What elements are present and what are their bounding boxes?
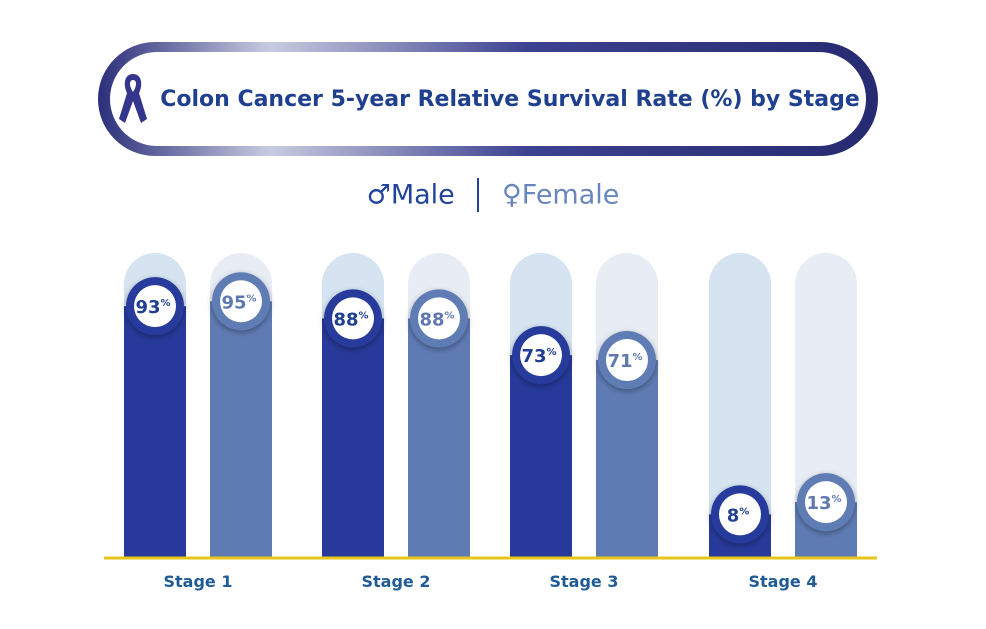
chart-title: Colon Cancer 5-year Relative Survival Ra… — [160, 86, 860, 112]
value-badge — [220, 280, 262, 323]
x-tick-label: Stage 4 — [749, 572, 818, 591]
value-badge — [520, 334, 562, 377]
value-badge — [134, 285, 176, 328]
bar-track — [709, 253, 771, 558]
x-tick-label: Stage 1 — [164, 572, 233, 591]
legend-male: Male — [390, 179, 455, 211]
title-banner: Colon Cancer 5-year Relative Survival Ra… — [98, 42, 878, 156]
value-badge — [805, 481, 847, 524]
value-badge — [606, 339, 648, 382]
bar-male — [124, 306, 186, 558]
value-badge — [418, 297, 460, 340]
legend-female: Female — [521, 179, 620, 211]
bar-female — [210, 301, 272, 558]
value-badge — [332, 297, 374, 340]
legend: ♂Male ♀Female — [0, 178, 986, 212]
x-tick-label: Stage 3 — [550, 572, 619, 591]
bar-male — [322, 318, 384, 558]
legend-divider — [477, 178, 480, 212]
value-badge — [719, 493, 761, 536]
bar-female — [596, 360, 658, 558]
bar-male — [510, 355, 572, 558]
bar-female — [408, 318, 470, 558]
x-tick-label: Stage 2 — [362, 572, 431, 591]
female-symbol-icon: ♀ — [501, 179, 522, 211]
title-inner: Colon Cancer 5-year Relative Survival Ra… — [110, 52, 866, 146]
male-symbol-icon: ♂ — [366, 179, 391, 211]
awareness-ribbon-icon — [119, 74, 148, 123]
